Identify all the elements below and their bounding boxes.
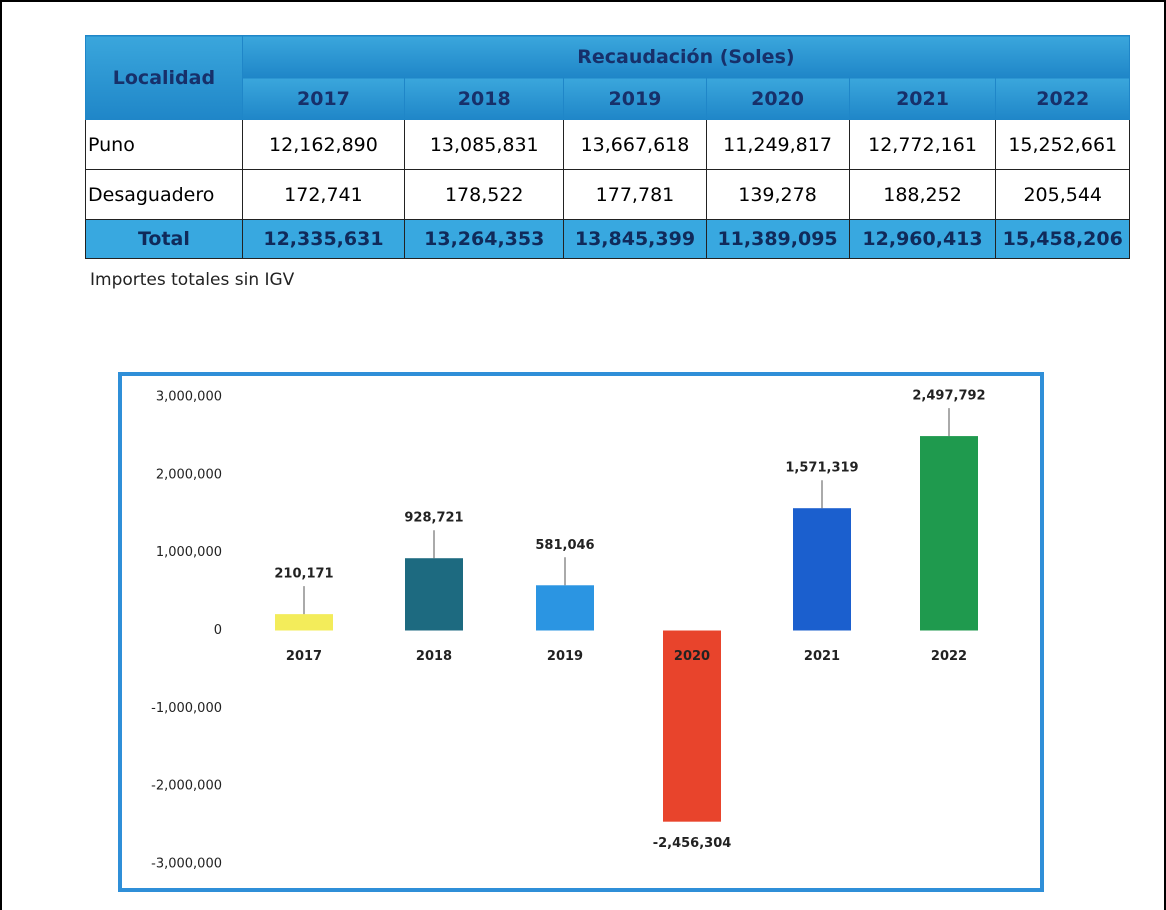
year-header: 2019 [563,77,707,120]
bar [793,508,851,631]
bar [536,585,594,631]
value-label: 1,571,319 [785,461,858,476]
value-label: 2,497,792 [912,389,985,404]
y-tick-label: 2,000,000 [156,467,222,482]
x-tick-label: 2018 [416,649,452,664]
revenue-table: Localidad Recaudación (Soles) 2017 2018 2019… [85,35,1131,259]
y-tick-label: -1,000,000 [151,701,222,716]
bar [275,614,333,631]
y-tick-label: -3,000,000 [151,857,222,872]
table-cell: 139,278 [705,169,850,220]
year-header: 2021 [848,77,997,120]
y-tick-label: 3,000,000 [156,390,222,405]
row-label: Puno [85,119,243,170]
table-cell: 11,389,095 [705,219,850,259]
chart-frame [118,372,1044,892]
value-label: 928,721 [404,511,463,526]
x-tick-label: 2020 [674,649,710,664]
year-header: 2020 [705,77,850,120]
table-cell: 12,335,631 [241,219,406,259]
table-note: Importes totales sin IGV [90,270,295,290]
x-tick-label: 2017 [286,649,322,664]
table-cell: 13,085,831 [404,119,565,170]
x-tick-label: 2022 [931,649,967,664]
table-cell: 205,544 [995,169,1130,220]
row-label: Desaguadero [85,169,243,220]
value-label: 210,171 [274,567,333,582]
table-cell: 13,264,353 [404,219,565,259]
value-label: 581,046 [535,538,594,553]
table-cell: 12,960,413 [848,219,997,259]
year-header: 2022 [995,77,1130,120]
y-tick-label: -2,000,000 [151,779,222,794]
year-header: 2018 [404,77,565,120]
bar [405,558,463,631]
table-cell: 12,162,890 [241,119,406,170]
y-tick-label: 1,000,000 [156,545,222,560]
table-cell: 13,667,618 [563,119,707,170]
bar [663,630,721,822]
table-cell: 11,249,817 [705,119,850,170]
bar [920,436,978,631]
table-cell: 188,252 [848,169,997,220]
row-label: Total [85,219,243,259]
table-cell: 13,845,399 [563,219,707,259]
group-header: Recaudación (Soles) [241,35,1131,78]
x-tick-label: 2019 [547,649,583,664]
value-label: -2,456,304 [653,836,732,851]
row-label-header: Localidad [85,35,243,120]
table-cell: 172,741 [241,169,406,220]
y-tick-label: 0 [214,623,222,638]
table-cell: 15,458,206 [995,219,1130,259]
x-tick-label: 2021 [804,649,840,664]
